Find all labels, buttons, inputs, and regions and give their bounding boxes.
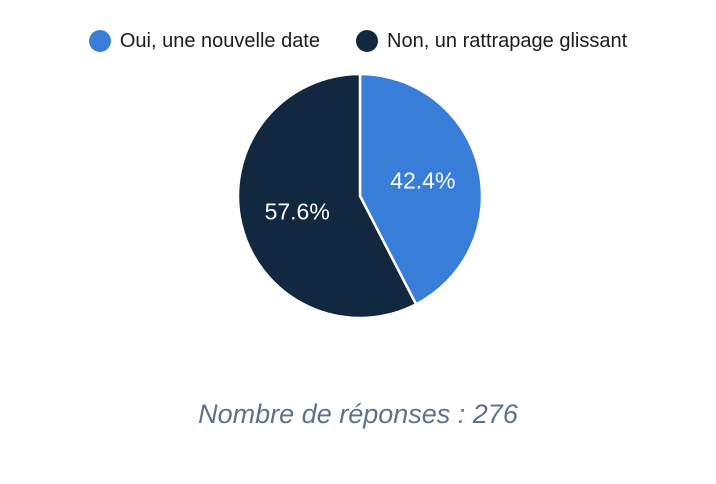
legend-swatch-non-icon [356, 30, 378, 52]
legend-item-non[interactable]: Non, un rattrapage glissant [356, 29, 627, 53]
pie-slice-label-1: 57.6% [265, 198, 330, 224]
legend-label-non: Non, un rattrapage glissant [387, 30, 628, 52]
legend-swatch-oui-icon [88, 30, 111, 52]
legend-label-oui: Oui, une nouvelle date [119, 30, 320, 52]
pie-slice-0[interactable] [358, 72, 484, 306]
pie-chart[interactable]: 42.4% 57.6% [236, 72, 484, 320]
chart-legend: Oui, une nouvelle date Non, un rattrapag… [0, 29, 716, 53]
pie-slice-label-0: 42.4% [390, 168, 455, 194]
pie-slice-1[interactable] [236, 72, 418, 320]
legend-item-oui[interactable]: Oui, une nouvelle date [88, 29, 320, 53]
response-count-caption: Nombre de réponses : 276 [198, 399, 518, 429]
